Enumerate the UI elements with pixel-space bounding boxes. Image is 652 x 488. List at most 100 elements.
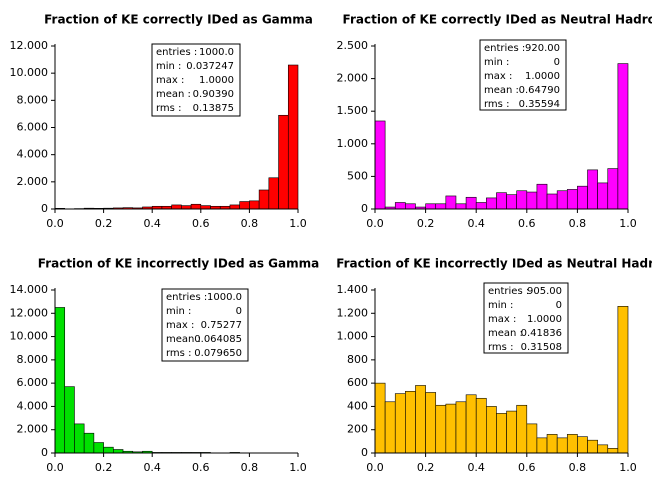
bar	[181, 205, 192, 210]
bar	[617, 305, 629, 454]
stat-label: max :	[484, 71, 512, 82]
x-tick-label: 0.0	[366, 217, 384, 230]
bar	[239, 201, 250, 210]
bar	[200, 205, 211, 210]
stat-value: 0.75277	[201, 320, 242, 331]
y-tick-label: 6.000	[17, 121, 49, 134]
y-tick-label: 12.000	[10, 39, 49, 52]
y-tick-label: 8.000	[17, 353, 49, 366]
bar	[445, 403, 457, 454]
stat-value: 1.0000	[525, 71, 560, 82]
stat-value: 0.90390	[193, 89, 234, 100]
stat-label: max :	[166, 320, 194, 331]
chart-panel: 0 2.000 4.000 6.000 8.000 10.000 12.000 0.0 0.2 0…	[10, 13, 313, 231]
stat-value: 0.41836	[521, 328, 562, 339]
x-tick-label: 0.2	[417, 461, 435, 474]
bar	[475, 202, 487, 210]
y-tick-label: 800	[347, 353, 368, 366]
stat-value: 905.00	[527, 286, 562, 297]
stats-box	[151, 43, 241, 117]
bar	[486, 406, 497, 454]
stat-label: rms :	[488, 342, 513, 353]
stat-value: 0.64790	[519, 85, 560, 96]
bar	[516, 404, 528, 454]
stat-label: entries :	[156, 47, 197, 58]
x-tick-label: 0.2	[417, 217, 435, 230]
bar	[496, 192, 507, 210]
bar	[190, 203, 202, 210]
bar	[556, 190, 568, 210]
y-tick-label: 1.500	[337, 104, 369, 117]
stat-value: 0	[556, 300, 562, 311]
bar	[394, 393, 406, 454]
stat-label: min :	[488, 300, 513, 311]
bar	[607, 448, 619, 454]
chart-title: Fraction of KE correctly IDed as Neutral…	[343, 13, 652, 27]
stat-value: 0.35594	[519, 99, 560, 110]
bar	[526, 423, 538, 454]
x-tick-label: 0.4	[143, 461, 161, 474]
x-tick-label: 1.0	[619, 461, 637, 474]
bar	[587, 169, 598, 210]
stat-value: 0.13875	[193, 103, 234, 114]
bar	[425, 203, 437, 210]
y-tick-label: 2.000	[17, 423, 49, 436]
stat-label: mean :	[488, 328, 523, 339]
bar	[229, 204, 240, 210]
stat-label: rms :	[166, 348, 191, 359]
x-tick-label: 0.8	[241, 461, 259, 474]
bar	[384, 401, 396, 454]
stat-value: 0	[554, 57, 560, 68]
y-tick-label: 0	[361, 446, 368, 459]
bar	[526, 191, 538, 210]
chart-panel: 0 200 400 600 800 1.000 1.200 1.400 0.0 0.2 0.4 0.6…	[336, 257, 652, 475]
bar	[546, 193, 558, 210]
y-tick-label: 400	[347, 399, 368, 412]
bar	[536, 183, 548, 210]
bar	[268, 177, 279, 210]
chart-title: Fraction of KE incorrectly IDed as Gamma	[38, 257, 319, 271]
bar	[577, 436, 588, 454]
stat-value: 1000.0	[199, 47, 234, 58]
bar	[465, 196, 477, 210]
y-tick-label: 8.000	[17, 93, 49, 106]
stat-label: rms :	[156, 103, 181, 114]
bar	[425, 392, 437, 454]
y-tick-label: 14.000	[10, 283, 49, 296]
x-tick-label: 0.6	[192, 217, 210, 230]
chart-panel: 0 2.000 4.000 6.000 8.000 10.000 12.000 14.000 0…	[10, 257, 320, 475]
x-tick-label: 0.0	[46, 217, 64, 230]
stat-value: 0.064085	[194, 334, 242, 345]
chart-title: Fraction of KE correctly IDed as Gamma	[44, 13, 313, 27]
bar	[54, 307, 66, 454]
bar	[445, 195, 457, 210]
bar	[546, 434, 558, 454]
stat-value: 920.00	[525, 43, 560, 54]
x-tick-label: 0.6	[518, 217, 536, 230]
y-tick-label: 200	[347, 423, 368, 436]
bar	[506, 410, 517, 454]
bar	[496, 413, 507, 454]
chart-title: Fraction of KE incorrectly IDed as Neutr…	[336, 257, 652, 271]
bar	[435, 404, 447, 454]
x-tick-label: 1.0	[619, 217, 637, 230]
x-tick-label: 0.6	[518, 461, 536, 474]
bar	[64, 386, 75, 454]
stats-box	[483, 282, 569, 354]
stat-value: 0.079650	[194, 348, 242, 359]
y-tick-label: 1.000	[337, 137, 369, 150]
bar	[113, 449, 124, 454]
x-tick-label: 0.0	[46, 461, 64, 474]
stat-label: max :	[156, 75, 184, 86]
bar	[171, 204, 182, 210]
x-tick-label: 0.6	[192, 461, 210, 474]
stat-label: entries :	[488, 286, 529, 297]
y-tick-label: 0	[41, 202, 48, 215]
y-tick-label: 10.000	[10, 66, 49, 79]
stat-label: mean :	[156, 89, 191, 100]
y-tick-label: 1.400	[337, 283, 369, 296]
x-tick-label: 0.0	[366, 461, 384, 474]
stat-value: 1.0000	[199, 75, 234, 86]
y-tick-label: 500	[347, 169, 368, 182]
bar	[249, 200, 260, 210]
